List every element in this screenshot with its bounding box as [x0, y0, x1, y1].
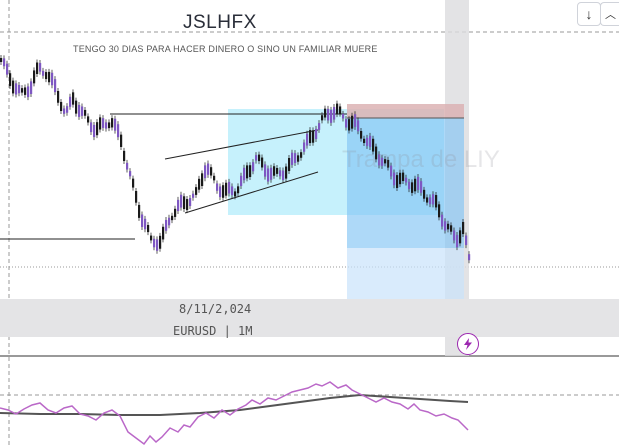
scroll-down-button[interactable]: ↓	[577, 2, 601, 26]
arrow-down-icon: ↓	[585, 6, 593, 22]
symbol-label: EURUSD | 1M	[173, 324, 253, 338]
rsi-line	[0, 381, 469, 446]
chart-title: JSLHFX	[183, 12, 257, 33]
chart-subtitle: TENGO 30 DIAS PARA HACER DINERO O SINO U…	[73, 44, 378, 54]
candlesticks	[0, 55, 471, 264]
wedge-upper-trendline[interactable]	[164, 129, 319, 160]
date-label: 8/11/2,024	[179, 302, 252, 316]
collapse-button[interactable]: ︿	[600, 2, 619, 26]
rsi-ma-line	[0, 393, 469, 416]
watermark-text: Trampa de LIY	[342, 146, 500, 173]
wedge-lower-trendline[interactable]	[184, 171, 319, 214]
take-profit-zone[interactable]	[347, 118, 464, 248]
lightning-icon	[464, 338, 472, 350]
entry-gray-zone	[347, 104, 464, 118]
take-profit-extension	[347, 248, 464, 300]
info-band	[0, 299, 619, 337]
stop-loss-zone[interactable]	[347, 104, 464, 118]
chevron-collapse-icon: ︿	[605, 9, 616, 21]
alert-button[interactable]	[457, 333, 479, 355]
